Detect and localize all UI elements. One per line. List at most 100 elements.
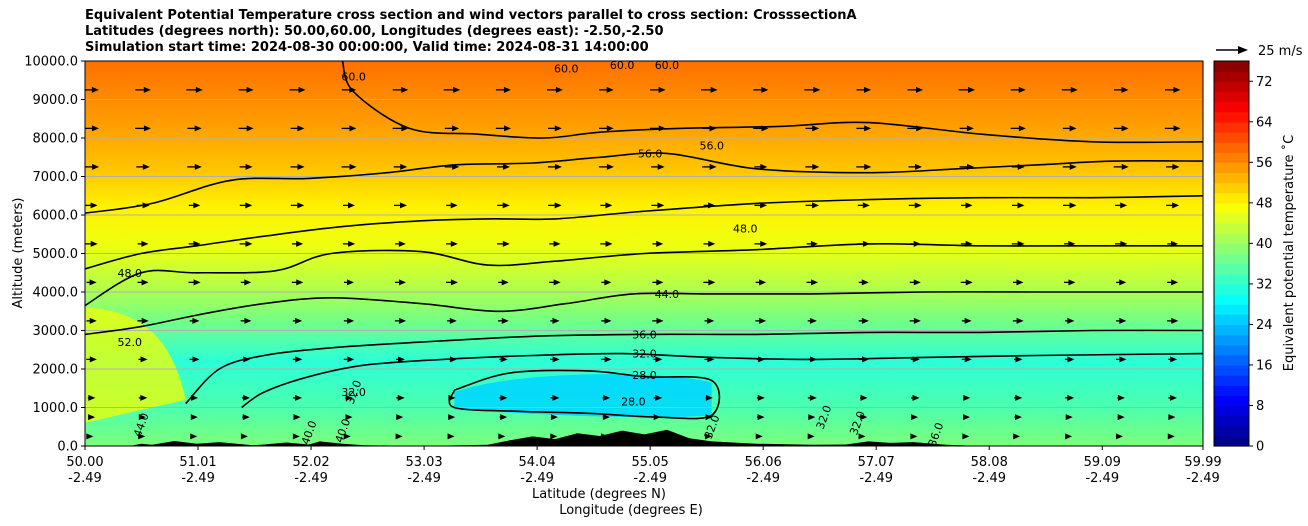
wind-arrow [652, 240, 664, 247]
colorbar-tick-label-0: 0 [1256, 440, 1264, 455]
plot-area: 28.028.032.032.036.044.048.048.052.056.0… [84, 60, 1204, 447]
wind-arrow [805, 125, 820, 132]
wind-arrow [186, 86, 203, 93]
wind-arrow [497, 202, 510, 209]
wind-arrow [293, 414, 301, 421]
colorbar-label: Equivalent potential temperature ˚C [1281, 135, 1297, 371]
wind-arrow [345, 414, 353, 421]
wind-arrow [135, 125, 151, 132]
wind-arrow [1113, 125, 1129, 132]
wind-arrow [190, 433, 198, 440]
colorbar-band [1214, 415, 1249, 427]
colorbar-tick-label-5: 40 [1256, 237, 1273, 252]
colorbar-band [1214, 324, 1249, 336]
wind-arrow [395, 433, 403, 440]
colorbar-band [1214, 121, 1249, 133]
wind-arrow [292, 317, 303, 324]
colorbar-band [1214, 111, 1249, 123]
wind-arrow [394, 317, 407, 324]
wind-arrow [1010, 86, 1026, 93]
wind-arrow [341, 86, 357, 93]
wind-arrow [1117, 414, 1125, 421]
colorbar-band [1214, 162, 1249, 174]
colorbar-band [1214, 405, 1249, 417]
wind-arrow [443, 86, 461, 93]
wind-arrow [961, 317, 972, 324]
wind-arrow [496, 163, 510, 170]
wind-arrow [87, 394, 96, 401]
contour-label-28-0: 28.0 [632, 369, 657, 382]
colorbar-band [1214, 61, 1249, 72]
contour-label-60-1: 60.0 [554, 63, 579, 76]
wind-arrow [908, 202, 922, 209]
wind-arrow [910, 356, 920, 363]
wind-arrow [703, 202, 716, 209]
wind-arrow [290, 202, 305, 209]
contour-label-28-1: 28.0 [621, 396, 646, 409]
wind-arrow [1116, 317, 1127, 324]
wind-arrow [807, 394, 817, 401]
wind-arrow [497, 240, 510, 247]
wind-arrow [343, 279, 354, 286]
wind-arrow [341, 163, 357, 170]
wind-arrow [395, 240, 406, 247]
wind-arrow [755, 433, 763, 440]
wind-arrow [1115, 202, 1128, 209]
xtick-lon-label-7: -2.49 [859, 471, 893, 486]
colorbar-band [1214, 152, 1249, 163]
colorbar-tick-label-1: 8 [1256, 399, 1264, 414]
wind-arrow [652, 279, 664, 286]
wind-arrow [649, 125, 666, 132]
wind-key: 25 m/s [1216, 44, 1303, 59]
wind-arrow [550, 356, 560, 363]
contour-36 [185, 329, 1203, 405]
axes: 0.0 1000.0 2000.0 3000.0 4000.0 5000.0 6000.0 7… [11, 55, 1222, 519]
wind-arrow [86, 356, 97, 363]
xtick-lon-label-2: -2.49 [294, 471, 328, 486]
wind-arrow [86, 433, 94, 440]
wind-arrow [600, 240, 613, 247]
wind-arrow [601, 356, 612, 363]
colorbar-band [1214, 243, 1249, 255]
wind-arrow [550, 394, 560, 401]
wind-arrow [393, 163, 408, 170]
contour-60 [341, 61, 1203, 144]
xtick-lon-label-0: -2.49 [68, 471, 102, 486]
contour-label-36-0: 36.0 [632, 328, 657, 341]
wind-arrow [293, 394, 303, 401]
contour-56 [85, 152, 1203, 214]
contour-label-56-0: 56.0 [638, 147, 663, 160]
wind-arrow [911, 414, 919, 421]
colorbar-band [1214, 435, 1249, 447]
colorbar-band [1214, 253, 1249, 265]
colorbar-band [1214, 395, 1249, 407]
wind-arrow [138, 356, 148, 363]
wind-arrow [804, 86, 821, 93]
wind-arrow [1012, 279, 1024, 286]
xtick-lon-label-5: -2.49 [633, 471, 667, 486]
wind-arrow [807, 317, 817, 324]
colorbar-band [1214, 223, 1249, 234]
wind-arrow [190, 414, 198, 421]
wind-arrow [1115, 240, 1128, 247]
x-axis-label-lon: Longitude (degrees E) [559, 503, 703, 518]
wind-arrow [238, 125, 254, 132]
wind-arrow [446, 202, 458, 209]
colorbar-band [1214, 283, 1249, 295]
colorbar-tick-label-2: 16 [1256, 358, 1273, 373]
wind-arrow [86, 317, 97, 324]
contour-44 [85, 291, 1203, 336]
contour-label-48-0: 48.0 [118, 267, 143, 280]
wind-arrow [393, 202, 407, 209]
wind-arrow [290, 125, 305, 132]
wind-arrow [138, 394, 148, 401]
wind-arrow [805, 202, 820, 209]
x-axis-label-lat: Latitude (degrees N) [532, 487, 666, 502]
wind-arrow [137, 279, 149, 286]
wind-arrow [1166, 202, 1180, 209]
wind-arrow [858, 356, 870, 363]
wind-arrow [1011, 202, 1025, 209]
wind-arrow [1168, 394, 1177, 401]
wind-arrow [498, 279, 509, 286]
wind-arrow [292, 356, 303, 363]
